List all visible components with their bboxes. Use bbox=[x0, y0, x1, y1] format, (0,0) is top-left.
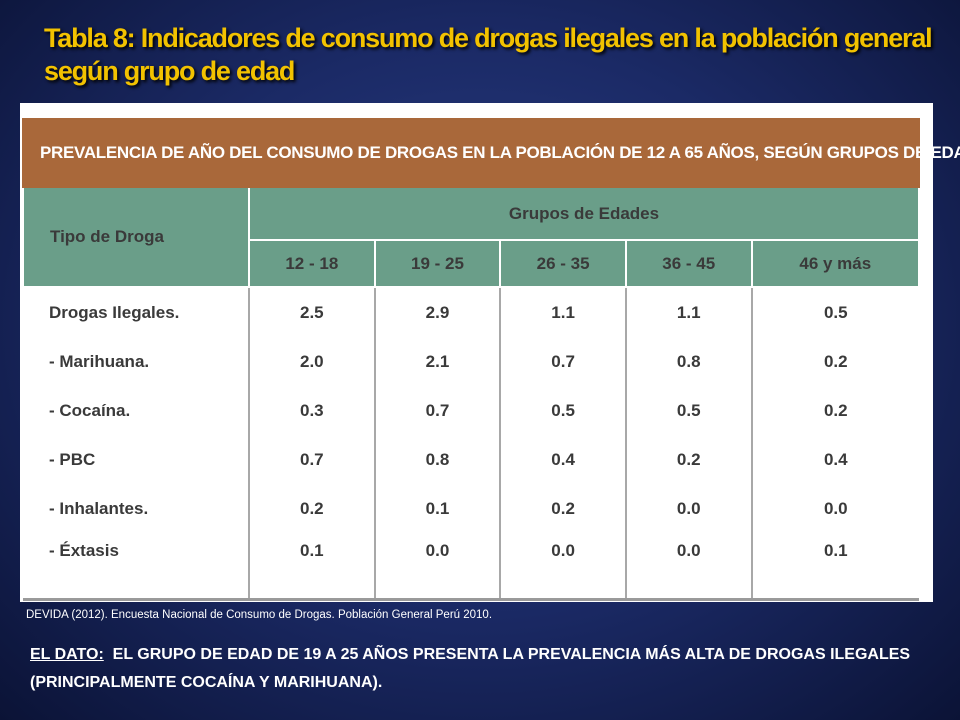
column-header: 46 y más bbox=[750, 240, 921, 288]
cell: 0.5 bbox=[499, 386, 626, 435]
cell: 0.3 bbox=[248, 386, 375, 435]
row-label: - Cocaína. bbox=[49, 400, 131, 420]
cell: 2.5 bbox=[248, 287, 375, 337]
table-panel: PREVALENCIA DE AÑO DEL CONSUMO DE DROGAS… bbox=[20, 103, 960, 602]
cell: 0.1 bbox=[373, 484, 501, 533]
cell: 0.4 bbox=[750, 435, 919, 484]
row-label: - Inhalantes. bbox=[49, 498, 149, 518]
row-label: Drogas Ilegales. bbox=[49, 302, 180, 322]
cell: 0.2 bbox=[248, 484, 375, 533]
note: EL DATO: EL GRUPO DE EDAD DE 19 A 25 AÑO… bbox=[30, 641, 930, 697]
cell: 0.4 bbox=[499, 435, 626, 484]
cell: 0.1 bbox=[750, 533, 919, 600]
table-head: Tipo de Droga Grupos de Edades 12 - 18 19… bbox=[22, 188, 921, 288]
row-label: - Marihuana. bbox=[49, 351, 150, 371]
cell: 0.2 bbox=[750, 337, 919, 386]
cell: 0.0 bbox=[624, 484, 752, 533]
table-row: - Cocaína. 0.3 0.7 0.5 0.5 0.2 bbox=[23, 386, 919, 435]
row-label: - Éxtasis bbox=[49, 541, 119, 560]
table-body: Drogas Ilegales. 2.5 2.9 1.1 1.1 0.5- Marihua… bbox=[23, 287, 919, 600]
cell: 0.5 bbox=[750, 287, 919, 337]
group-header: Grupos de Edades bbox=[248, 188, 920, 241]
cell: 0.7 bbox=[248, 435, 375, 484]
cell: 0.8 bbox=[373, 435, 501, 484]
cell: 0.7 bbox=[499, 337, 626, 386]
slide-title: Tabla 8: Indicadores de consumo de droga… bbox=[44, 22, 944, 88]
cell: 0.0 bbox=[750, 484, 919, 533]
table-row: - Éxtasis 0.1 0.0 0.0 0.0 0.1 bbox=[23, 533, 919, 600]
cell: 0.2 bbox=[750, 386, 919, 435]
title-line: Tabla 8: Indicadores de consumo de droga… bbox=[44, 23, 933, 53]
note-label: EL DATO: bbox=[30, 646, 104, 663]
header-row: 12 - 18 19 - 25 26 - 35 36 - 45 46 y más bbox=[23, 240, 921, 288]
cell: 0.0 bbox=[624, 533, 752, 600]
cell: 2.0 bbox=[248, 337, 375, 386]
table-row: - Marihuana. 2.0 2.1 0.7 0.8 0.2 bbox=[23, 337, 919, 386]
data-table: Tipo de Droga Grupos de Edades 12 - 18 19… bbox=[22, 188, 921, 601]
cell: 0.7 bbox=[373, 386, 501, 435]
cell: 0.0 bbox=[373, 533, 501, 600]
row-header: Tipo de Droga bbox=[22, 188, 250, 288]
table-row: - PBC 0.7 0.8 0.4 0.2 0.4 bbox=[23, 435, 919, 484]
table-row: - Inhalantes. 0.2 0.1 0.2 0.0 0.0 bbox=[23, 484, 919, 533]
cell: 1.1 bbox=[499, 287, 626, 337]
cell: 0.2 bbox=[499, 484, 626, 533]
table-row: Drogas Ilegales. 2.5 2.9 1.1 1.1 0.5 bbox=[23, 287, 919, 337]
note-text: EL GRUPO DE EDAD DE 19 A 25 AÑOS PRESENT… bbox=[30, 646, 911, 691]
cell: 0.8 bbox=[624, 337, 752, 386]
header-row: Tipo de Droga Grupos de Edades bbox=[22, 188, 920, 288]
cell: 1.1 bbox=[624, 287, 752, 337]
title-line: según grupo de edad bbox=[44, 56, 295, 86]
column-header: 12 - 18 bbox=[248, 240, 376, 288]
cell: 0.0 bbox=[499, 533, 626, 600]
row-label: - PBC bbox=[49, 449, 96, 469]
cell: 0.1 bbox=[248, 533, 375, 600]
cell: 2.1 bbox=[373, 337, 501, 386]
column-header: 19 - 25 bbox=[373, 240, 502, 288]
cell: 0.5 bbox=[624, 386, 752, 435]
cell: 2.9 bbox=[373, 287, 501, 337]
cell: 0.2 bbox=[624, 435, 752, 484]
source: DEVIDA (2012). Encuesta Nacional de Cons… bbox=[26, 609, 493, 621]
table-caption: PREVALENCIA DE AÑO DEL CONSUMO DE DROGAS… bbox=[22, 118, 960, 188]
column-header: 26 - 35 bbox=[499, 240, 627, 288]
column-header: 36 - 45 bbox=[624, 240, 753, 288]
